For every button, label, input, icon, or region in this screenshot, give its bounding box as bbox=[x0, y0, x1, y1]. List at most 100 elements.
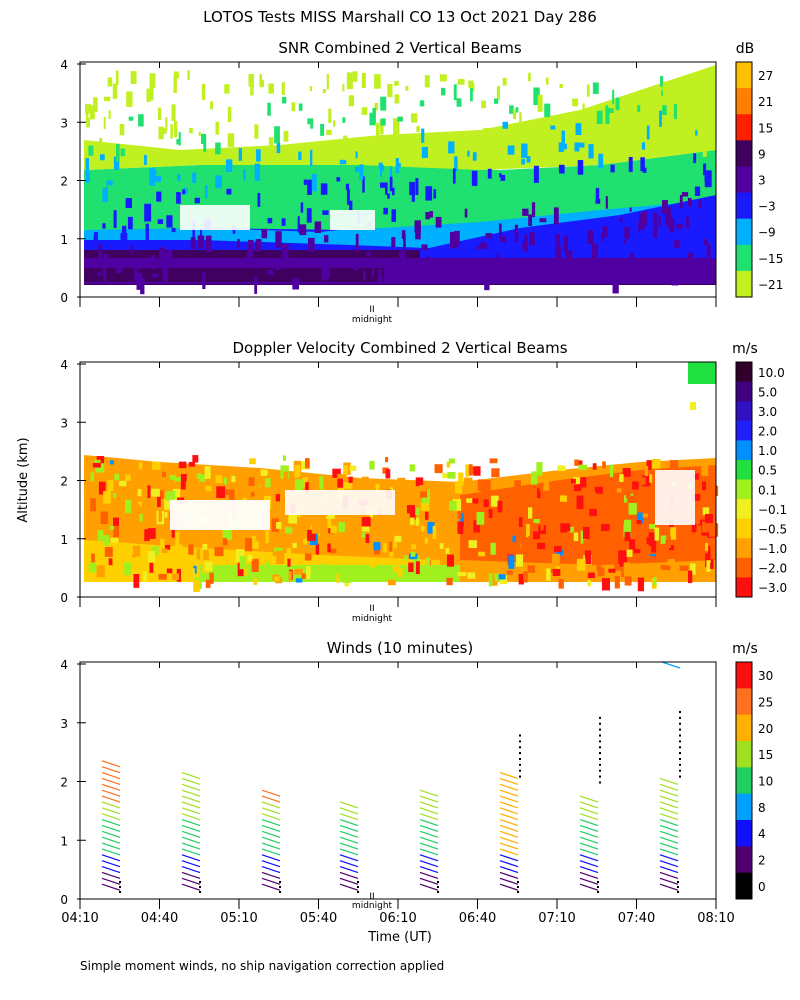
doppler-speckle bbox=[624, 519, 632, 527]
doppler-speckle bbox=[138, 461, 143, 470]
snr-speckle bbox=[113, 210, 117, 228]
snr-speckle bbox=[595, 187, 600, 204]
snr-speckle bbox=[225, 159, 233, 172]
snr-speckle bbox=[187, 70, 190, 80]
wind-barb bbox=[181, 871, 201, 880]
snr-speckle bbox=[125, 198, 132, 209]
snr-speckle bbox=[416, 125, 420, 133]
snr-speckle bbox=[496, 253, 501, 260]
snr-speckle bbox=[659, 110, 662, 127]
wind-barb bbox=[101, 842, 121, 850]
wind-barb bbox=[261, 813, 281, 821]
colorbar-label: 27 bbox=[758, 69, 773, 83]
doppler-speckle bbox=[385, 469, 391, 479]
doppler-speckle bbox=[265, 478, 271, 488]
colorbar-swatch bbox=[736, 244, 752, 272]
wind-barb bbox=[101, 860, 121, 868]
doppler-speckle bbox=[523, 571, 528, 583]
doppler-speckle bbox=[446, 554, 455, 567]
snr-speckle bbox=[322, 88, 326, 94]
snr-speckle bbox=[298, 103, 303, 111]
doppler-speckle bbox=[688, 570, 693, 584]
snr-speckle bbox=[298, 151, 302, 160]
doppler-speckle bbox=[705, 543, 709, 551]
doppler-speckle bbox=[297, 482, 304, 490]
doppler-speckle bbox=[245, 538, 253, 552]
snr-speckle bbox=[144, 203, 152, 222]
colorbar-swatch bbox=[736, 479, 752, 500]
doppler-speckle bbox=[710, 562, 714, 569]
doppler-speckle bbox=[648, 532, 655, 543]
wind-barb bbox=[579, 836, 599, 844]
snr-speckle bbox=[275, 231, 282, 248]
doppler-speckle bbox=[420, 525, 425, 532]
colorbar-label: 21 bbox=[758, 95, 773, 109]
snr-speckle bbox=[443, 266, 450, 283]
wind-missing-dot bbox=[279, 886, 281, 888]
snr-speckle bbox=[605, 107, 610, 124]
doppler-speckle bbox=[647, 556, 656, 563]
wind-missing-dot bbox=[199, 881, 201, 883]
doppler-speckle bbox=[162, 532, 167, 545]
wind-barb bbox=[499, 813, 519, 821]
doppler-speckle bbox=[420, 485, 428, 498]
snr-speckle bbox=[500, 236, 507, 243]
doppler-top-right-yellow bbox=[690, 402, 696, 410]
snr-speckle bbox=[355, 233, 359, 251]
snr-speckle bbox=[468, 80, 474, 89]
doppler-speckle bbox=[562, 512, 568, 519]
snr-speckle bbox=[483, 127, 489, 137]
doppler-speckle bbox=[288, 512, 297, 524]
x-tick-label: 05:10 bbox=[220, 911, 257, 926]
wind-missing-dot bbox=[599, 769, 601, 772]
doppler-speckle bbox=[338, 521, 346, 533]
wind-barb bbox=[261, 854, 281, 862]
doppler-speckle bbox=[156, 490, 164, 499]
doppler-speckle bbox=[490, 495, 499, 507]
snr-speckle bbox=[307, 118, 314, 125]
snr-speckle bbox=[321, 263, 328, 281]
snr-speckle bbox=[380, 182, 386, 188]
doppler-speckle bbox=[363, 483, 371, 492]
wind-missing-dot bbox=[677, 891, 679, 893]
snr-speckle bbox=[686, 216, 690, 228]
doppler-speckle bbox=[619, 555, 626, 567]
snr-speckle bbox=[310, 122, 314, 129]
snr-speckle bbox=[130, 71, 137, 84]
wind-barb bbox=[261, 877, 281, 885]
snr-speckle bbox=[372, 107, 376, 123]
doppler-y-ticks: 0 1 2 3 4 bbox=[60, 358, 86, 605]
snr-speckle bbox=[182, 189, 186, 195]
wind-missing-dot bbox=[519, 769, 521, 772]
colorbar-label: 4 bbox=[758, 827, 766, 841]
snr-speckle bbox=[629, 207, 632, 212]
snr-speckle bbox=[496, 86, 501, 100]
wind-barb bbox=[181, 865, 201, 874]
snr-speckle bbox=[563, 235, 569, 253]
y-tick-label: 1 bbox=[60, 533, 68, 547]
snr-speckle bbox=[320, 123, 325, 136]
wind-barb bbox=[579, 877, 599, 885]
doppler-speckle bbox=[337, 474, 346, 479]
snr-speckle bbox=[544, 103, 551, 118]
doppler-speckle bbox=[491, 468, 500, 478]
doppler-speckle bbox=[409, 517, 415, 525]
snr-speckle bbox=[704, 73, 712, 87]
doppler-speckle bbox=[110, 537, 119, 543]
colorbar-label: −15 bbox=[758, 252, 783, 266]
doppler-speckle bbox=[157, 496, 161, 508]
snr-speckle bbox=[349, 200, 353, 211]
doppler-speckle bbox=[632, 481, 639, 490]
colorbar-swatch bbox=[736, 114, 752, 141]
doppler-colorbar-unit: m/s bbox=[732, 341, 758, 357]
snr-speckle bbox=[391, 209, 397, 222]
doppler-speckle bbox=[691, 493, 701, 501]
doppler-speckle bbox=[669, 460, 679, 471]
doppler-speckle bbox=[415, 561, 420, 575]
doppler-speckle bbox=[164, 544, 171, 550]
doppler-speckle bbox=[619, 474, 624, 482]
doppler-speckle bbox=[679, 528, 686, 537]
snr-speckle bbox=[572, 98, 579, 107]
snr-speckle bbox=[671, 270, 679, 286]
wind-barb bbox=[181, 830, 201, 838]
